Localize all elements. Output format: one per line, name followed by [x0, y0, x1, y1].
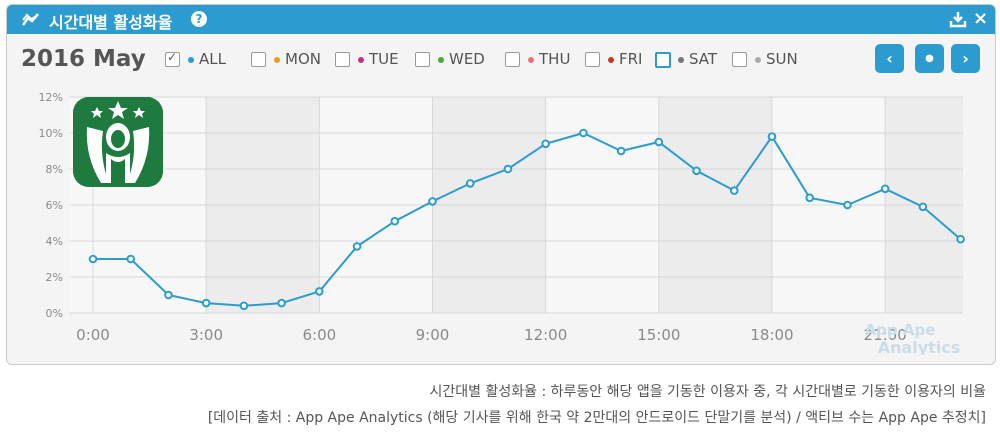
x-tick-label: 21:00	[864, 326, 907, 344]
y-tick-label: 10%	[39, 127, 63, 140]
watermark-text: Analytics	[878, 338, 961, 355]
current-month-button[interactable]: ●	[915, 44, 944, 73]
filter-checkbox[interactable]	[655, 52, 671, 68]
data-point	[692, 166, 701, 176]
data-point	[805, 193, 815, 203]
data-point	[352, 242, 362, 251]
starbucks-app-icon	[73, 97, 163, 187]
help-icon[interactable]: ?	[191, 11, 207, 27]
x-tick-label: 0:00	[76, 326, 110, 344]
x-tick-label: 15:00	[637, 326, 680, 344]
data-point	[503, 164, 513, 174]
y-tick-label: 2%	[46, 271, 63, 284]
data-point	[164, 290, 173, 300]
watermark-text: App Ape	[865, 321, 936, 339]
data-point	[541, 139, 550, 149]
close-icon[interactable]: ×	[973, 8, 989, 29]
data-point	[918, 202, 928, 212]
chart-panel: 시간대별 활성화율 ? × 2016 May ALL MON TUE WED THU FR…	[6, 4, 996, 365]
filter-label: FRI	[619, 50, 643, 68]
filter-label: WED	[449, 50, 485, 68]
data-point	[428, 197, 437, 206]
month-label: 2016 May	[21, 46, 146, 72]
series-color-dot	[438, 57, 444, 63]
data-point	[880, 184, 890, 194]
trend-icon	[22, 13, 39, 26]
data-point	[616, 146, 626, 156]
data-point	[239, 301, 249, 311]
line-chart: 0% 2% 4% 6% 8% 10% 12% 0:00 3:00 6:00 9:00 12:00 15:…	[39, 91, 965, 355]
next-month-button[interactable]: ›	[951, 44, 980, 73]
prev-month-button[interactable]: ‹	[875, 44, 904, 73]
y-tick-label: 8%	[46, 163, 63, 176]
filter-checkbox[interactable]	[505, 52, 520, 67]
filter-checkbox[interactable]	[585, 52, 600, 67]
filter-checkbox[interactable]	[415, 52, 430, 67]
series-color-dot	[608, 57, 614, 63]
caption-source: [데이터 출처 : App Ape Analytics (해당 기사를 위해 한…	[207, 410, 986, 426]
data-point	[201, 298, 211, 308]
series-color-dot	[188, 57, 194, 63]
series-color-dot	[274, 57, 280, 63]
x-tick-label: 6:00	[302, 326, 336, 344]
data-point	[277, 298, 286, 308]
data-point	[956, 234, 965, 244]
data-point	[729, 186, 739, 195]
x-tick-label: 12:00	[524, 326, 567, 344]
y-tick-label: 6%	[46, 199, 63, 212]
filter-label: MON	[285, 50, 321, 68]
series-line	[93, 131, 962, 307]
data-point	[465, 179, 475, 188]
y-tick-label: 0%	[46, 307, 63, 320]
filter-checkbox[interactable]	[335, 52, 350, 67]
data-point	[579, 128, 588, 138]
filter-label: TUE	[369, 50, 399, 68]
series-color-dot	[755, 57, 761, 63]
y-tick-label: 12%	[39, 91, 63, 104]
panel-header: 시간대별 활성화율 ? ×	[7, 5, 995, 34]
data-point	[390, 216, 400, 226]
download-icon[interactable]	[949, 10, 967, 28]
filter-label: SUN	[766, 50, 798, 68]
data-point	[315, 287, 324, 296]
series-color-dot	[358, 57, 364, 63]
data-point	[843, 200, 852, 210]
filter-checkbox[interactable]	[251, 52, 266, 67]
x-tick-label: 9:00	[416, 326, 450, 344]
filter-checkbox[interactable]	[732, 52, 747, 67]
filter-label: THU	[539, 50, 571, 68]
x-tick-label: 18:00	[750, 326, 793, 344]
series-color-dot	[678, 57, 684, 63]
data-point	[654, 137, 664, 147]
series-color-dot	[528, 57, 534, 63]
data-point	[767, 132, 777, 141]
filter-checkbox[interactable]	[165, 50, 180, 67]
panel-title: 시간대별 활성화율	[49, 13, 173, 32]
caption-description: 시간대별 활성화율 : 하루동안 해당 앱을 기동한 이용자 중, 각 시간대별…	[429, 384, 986, 400]
filter-label: ALL	[199, 50, 226, 68]
data-point	[126, 254, 136, 264]
y-tick-label: 4%	[46, 235, 63, 248]
filter-label: SAT	[689, 50, 718, 68]
data-point	[88, 254, 98, 264]
x-tick-label: 3:00	[189, 326, 223, 344]
